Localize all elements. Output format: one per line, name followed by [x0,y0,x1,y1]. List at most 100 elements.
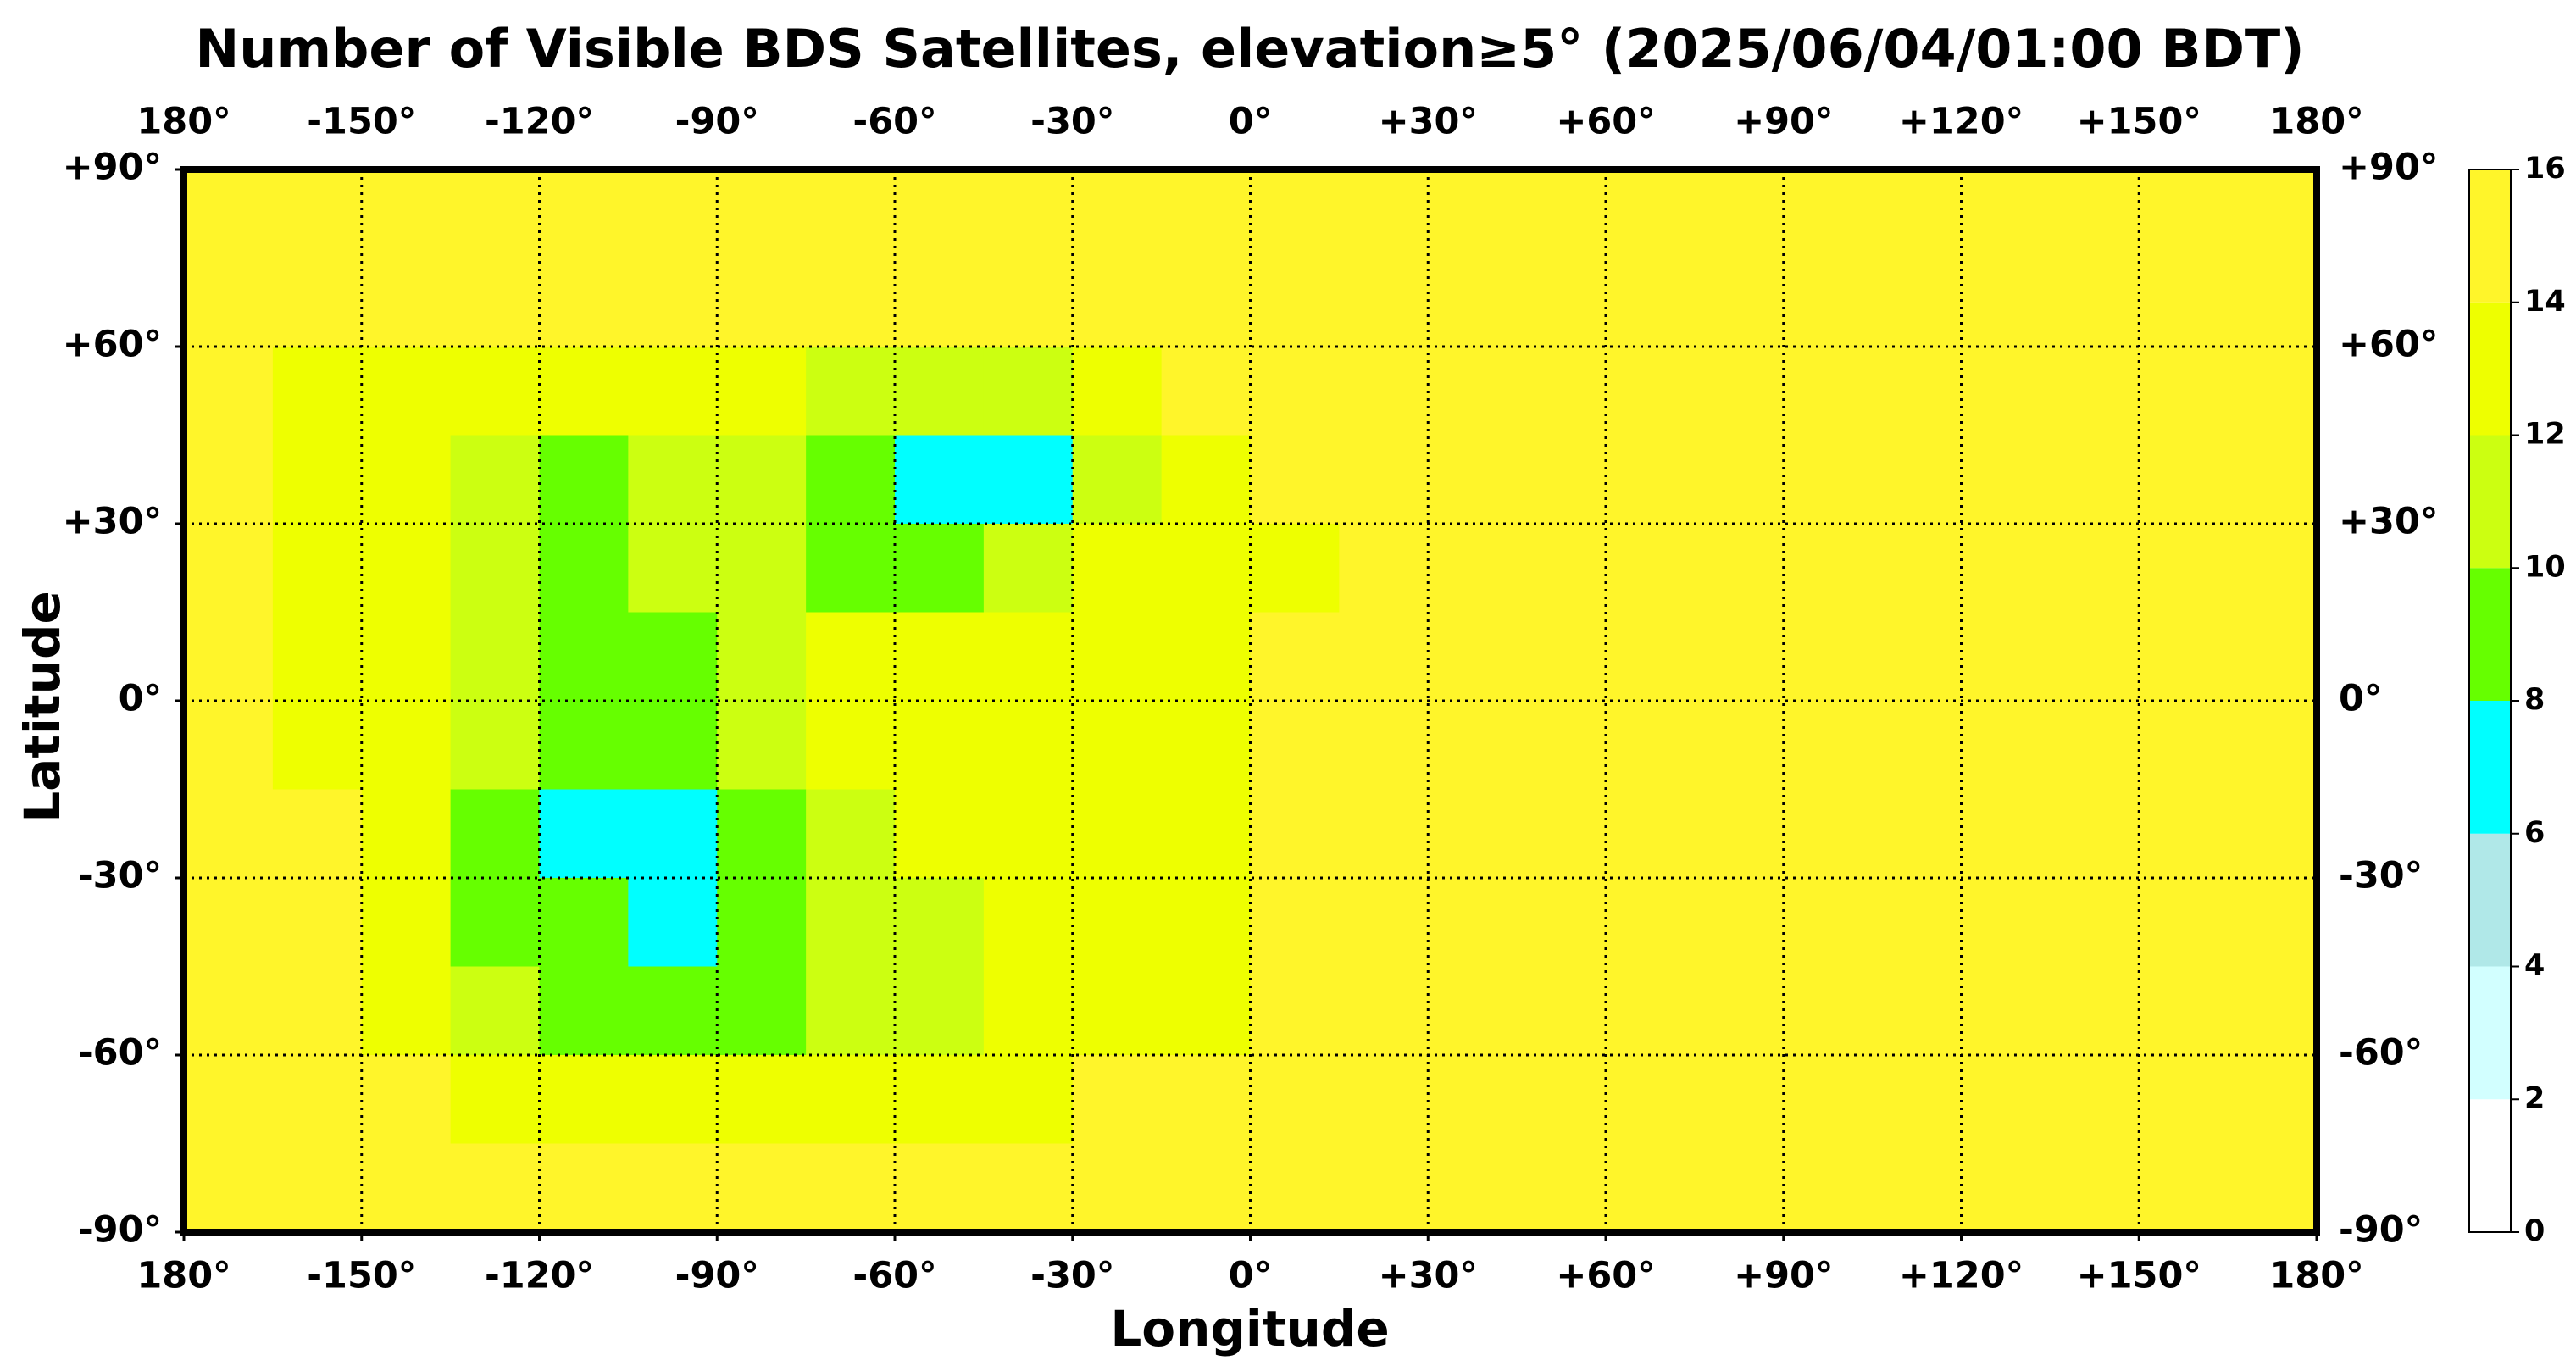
heat-cell [1250,789,1340,879]
heat-cell [895,612,985,702]
heat-cell [628,258,718,347]
heat-cell [2050,524,2140,613]
heat-cell [1250,1143,1340,1233]
heat-cell [2139,789,2229,879]
heat-cell [983,878,1074,967]
heat-cell [895,701,985,790]
heat-cell [2050,612,2140,702]
heat-cell [184,966,274,1056]
heat-cell [272,258,363,347]
y-tick-label: 0° [119,678,162,720]
x-tick-label-top: -90° [675,101,759,143]
heat-cell [1161,1055,1251,1144]
heat-cell [983,612,1074,702]
heat-cell [1517,524,1607,613]
x-tick-label-top: -150° [307,101,416,143]
heat-cell [1783,966,1874,1056]
heat-cell [184,1143,274,1233]
colorbar-tick-label: 6 [2524,816,2545,850]
heat-cell [361,701,452,790]
y-tick-label: -60° [78,1032,162,1074]
heat-cell [1783,701,1874,790]
heat-cell [806,1143,896,1233]
heat-cell [361,789,452,879]
heat-cell [1872,878,1962,967]
x-tick-label: +120° [1899,1255,2024,1297]
heat-cell [1250,347,1340,436]
heat-cell [272,701,363,790]
heat-cell [806,524,896,613]
heat-cell [1606,1055,1696,1144]
heat-cell [1161,435,1251,525]
x-tick-label: +30° [1379,1255,1478,1297]
heat-cell [983,1055,1074,1144]
heat-cell [1072,524,1163,613]
y-tick-label: +90° [63,147,162,189]
y-tick-label-right: 0° [2339,678,2382,720]
heat-cell [717,169,807,258]
heat-cell [1517,789,1607,879]
heat-cell [184,435,274,525]
heat-cell [272,789,363,879]
heat-cell [1161,701,1251,790]
heat-cell [539,701,629,790]
heat-cell [717,347,807,436]
x-tick-label: 180° [136,1255,230,1297]
heat-cell [1961,612,2051,702]
heat-cell [1961,258,2051,347]
heat-cell [1339,789,1429,879]
heat-cell [2139,1055,2229,1144]
heat-cell [1872,347,1962,436]
heat-cell [184,169,274,258]
x-tick-label: -120° [485,1255,594,1297]
heat-cell [1606,966,1696,1056]
heat-cell [717,966,807,1056]
heat-cell [895,524,985,613]
heat-cell [539,435,629,525]
heat-cell [806,347,896,436]
heat-cell [1072,701,1163,790]
heat-cell [1428,701,1518,790]
x-axis-label: Longitude [1110,1300,1389,1358]
heat-cell [2050,1143,2140,1233]
heat-cell [895,347,985,436]
heat-cell [1072,1143,1163,1233]
heat-cell [1872,789,1962,879]
x-tick-label-top: -60° [852,101,936,143]
heat-cell [1339,1143,1429,1233]
colorbar-segment [2469,568,2511,701]
heat-cell [628,612,718,702]
heat-cell [983,347,1074,436]
heat-cell [1872,1143,1962,1233]
heat-cell [184,878,274,967]
heat-cell [1250,966,1340,1056]
heat-cell [717,1143,807,1233]
heat-cell [1339,524,1429,613]
heat-cell [539,1143,629,1233]
heat-cell [2139,258,2229,347]
heat-cell [1694,1143,1785,1233]
y-tick-label-right: -60° [2339,1032,2423,1074]
heat-cell [272,878,363,967]
colorbar-tick-label: 16 [2524,152,2566,186]
heat-cell [1694,701,1785,790]
heat-cell [1428,878,1518,967]
colorbar-segment [2469,1099,2511,1232]
heat-cell [1783,1055,1874,1144]
heat-cell [1250,524,1340,613]
heat-cell [1250,435,1340,525]
heat-cell [1783,878,1874,967]
x-tick-label: -60° [852,1255,936,1297]
heat-cell [895,966,985,1056]
heat-cell [2050,435,2140,525]
heat-cell [450,435,540,525]
heat-cell [1961,966,2051,1056]
heat-cell [717,524,807,613]
heat-cell [895,435,985,525]
heat-cell [450,347,540,436]
heat-cell [539,347,629,436]
y-tick-label-right: +30° [2339,501,2438,543]
x-tick-label: -90° [675,1255,759,1297]
heat-cell [1606,789,1696,879]
heat-cell [1517,347,1607,436]
